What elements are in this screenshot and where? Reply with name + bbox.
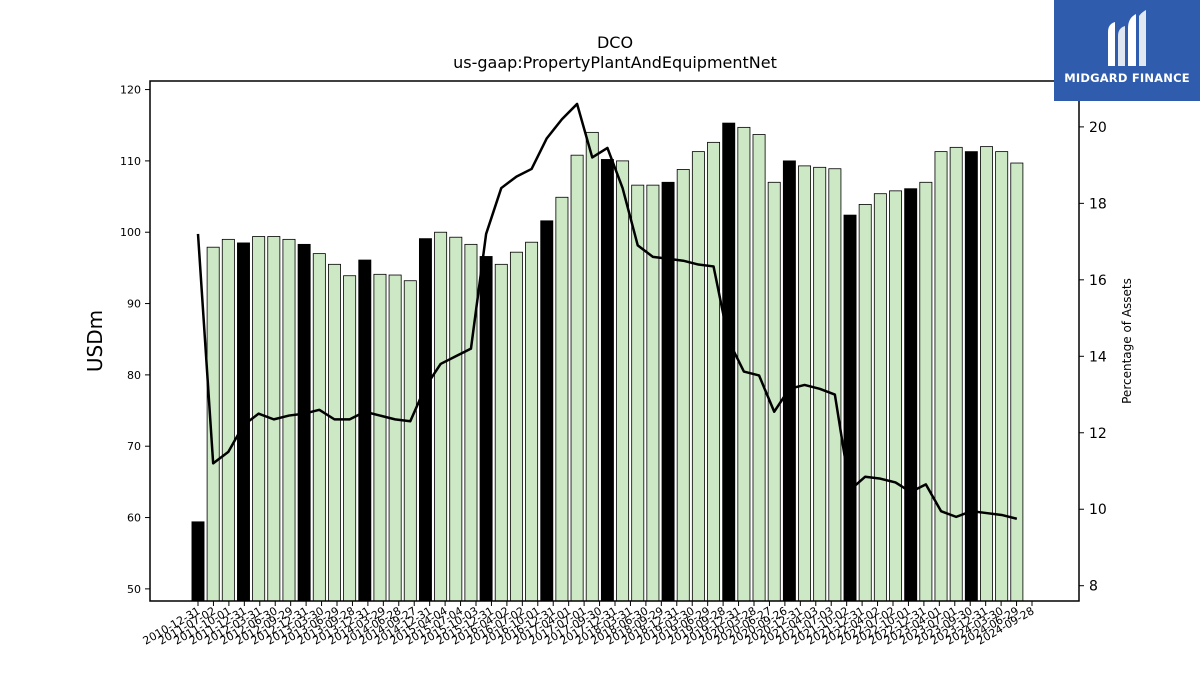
- bar-2017-12-31: [616, 160, 630, 602]
- y2-axis-ticks: 8 10 12 14 16 18 20: [1079, 120, 1107, 595]
- bar-2014-09-27: [418, 238, 432, 602]
- y2-tick-label: 16: [1089, 273, 1107, 289]
- bar-2016-10-01: [540, 220, 554, 602]
- y2-tick-label: 8: [1089, 579, 1098, 595]
- chart-title: DCO: [597, 33, 633, 52]
- bar-2019-06-29: [707, 141, 721, 602]
- y2-tick-label: 20: [1089, 120, 1107, 136]
- bar-2018-09-29: [661, 181, 675, 602]
- y2-axis-label: Percentage of Assets: [1120, 278, 1134, 404]
- bar-2022-12-31: [919, 181, 933, 602]
- y-tick-label: 50: [127, 583, 141, 596]
- bar-2015-04-04: [449, 236, 463, 602]
- bar-2020-06-27: [767, 181, 781, 602]
- bar-2018-06-30: [646, 184, 660, 602]
- bar-2024-03-30: [995, 151, 1009, 602]
- bar-2021-10-02: [843, 214, 857, 602]
- bar-2016-12-31: [555, 196, 569, 602]
- bar-2021-07-03: [828, 168, 842, 602]
- bar-2013-09-28: [358, 259, 372, 602]
- bar-2010-12-31: [191, 521, 205, 602]
- midgard-finance-logo: MIDGARD FINANCE: [1054, 0, 1200, 101]
- y-tick-label: 100: [120, 226, 141, 239]
- bar-2011-12-31: [252, 236, 266, 602]
- bar-2014-03-29: [388, 274, 402, 602]
- bar-2022-04-02: [873, 193, 887, 602]
- bar-2014-12-31: [434, 231, 448, 602]
- bar-2012-06-30: [282, 238, 296, 602]
- bar-2016-04-02: [509, 251, 523, 602]
- percentage-of-assets-line: [196, 102, 1018, 521]
- bar-2020-12-31: [798, 165, 812, 602]
- y-tick-label: 70: [127, 440, 141, 453]
- bar-2019-03-30: [691, 151, 705, 602]
- logo-mark-icon: [1108, 10, 1146, 66]
- y-tick-label: 60: [127, 512, 141, 525]
- y2-tick-label: 18: [1089, 196, 1107, 212]
- bar-2016-07-02: [525, 241, 539, 602]
- bar-2023-09-30: [964, 151, 978, 602]
- bar-2015-10-03: [479, 256, 493, 602]
- bar-2019-09-28: [722, 122, 736, 602]
- bar-2014-06-28: [403, 280, 417, 602]
- bar-2023-12-31: [980, 146, 993, 602]
- logo-text: MIDGARD FINANCE: [1064, 71, 1190, 85]
- bar-2013-12-31: [373, 273, 387, 602]
- bar-2022-10-01: [904, 188, 918, 602]
- bar-2017-07-01: [585, 131, 599, 602]
- chart-subtitle: us-gaap:PropertyPlantAndEquipmentNet: [453, 53, 777, 72]
- bar-2011-07-01: [221, 238, 235, 602]
- line-series: [196, 102, 1018, 521]
- bar-2017-09-30: [600, 159, 614, 602]
- y-tick-label: 110: [120, 155, 141, 168]
- bar-2012-09-29: [297, 243, 311, 602]
- y2-tick-label: 14: [1089, 349, 1107, 365]
- bar-2012-12-31: [312, 253, 326, 602]
- bar-2021-04-03: [813, 166, 827, 602]
- bar-series: [191, 122, 1024, 602]
- y-tick-label: 80: [127, 369, 141, 382]
- x-axis-ticks: 2010-12-312011-07-022011-10-012011-12-31…: [141, 601, 1037, 648]
- bar-2013-06-29: [343, 275, 357, 602]
- bar-2024-06-29: [1010, 162, 1024, 602]
- y2-tick-label: 12: [1089, 426, 1107, 442]
- y-axis-label: USDm: [83, 310, 107, 372]
- y-axis-ticks: 50 60 70 80 90 100 110 120: [120, 84, 150, 596]
- bar-2015-07-04: [464, 243, 478, 602]
- bar-2018-12-31: [676, 169, 690, 602]
- bar-2023-04-01: [934, 151, 948, 602]
- bar-2022-07-02: [889, 190, 902, 602]
- bar-2017-04-01: [570, 154, 584, 602]
- bar-2020-09-26: [782, 160, 796, 602]
- y-tick-label: 120: [120, 84, 141, 97]
- bar-2015-12-31: [494, 263, 508, 602]
- y2-tick-label: 10: [1089, 502, 1107, 518]
- bar-2023-07-01: [949, 146, 963, 602]
- y-tick-label: 90: [127, 298, 141, 311]
- bar-2020-03-28: [752, 134, 766, 602]
- bar-2011-04-01: [206, 246, 220, 602]
- bar-2021-12-31: [858, 203, 872, 602]
- bar-2013-03-30: [328, 263, 341, 602]
